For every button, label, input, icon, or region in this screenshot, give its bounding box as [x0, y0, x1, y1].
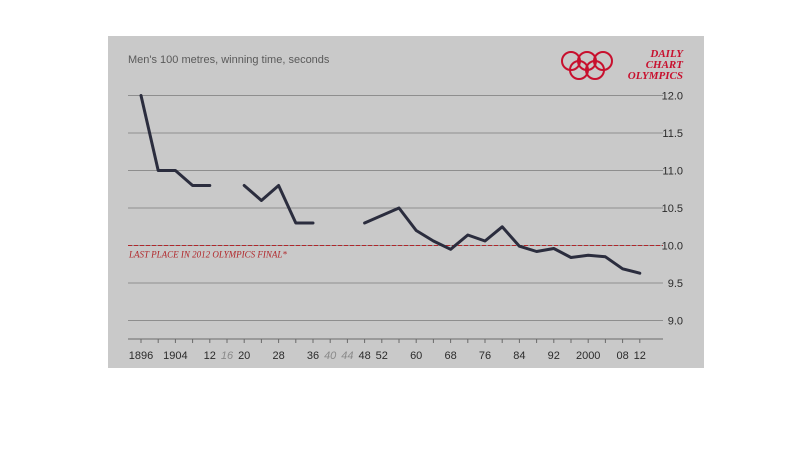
x-tick-label: 12 [634, 350, 646, 362]
x-tick-label: 20 [238, 350, 250, 362]
y-tick-label: 10.5 [662, 203, 683, 215]
chart-title: Men's 100 metres, winning time, seconds [128, 54, 330, 66]
x-tick-label: 40 [324, 350, 337, 362]
x-tick-label: 36 [307, 350, 319, 362]
olympic-rings-icon [561, 51, 613, 80]
brand-line-3: OLYMPICS [628, 70, 683, 82]
series-layer [139, 94, 642, 275]
brand-line-1: DAILY [649, 48, 684, 60]
x-tick-label: 48 [358, 350, 370, 362]
brand-line-2: CHART [646, 59, 685, 71]
x-tick-label: 68 [444, 350, 456, 362]
x-tick-label: 2000 [576, 350, 600, 362]
chart-panel: 12.0 11.5 11.0 10.5 10.0 9.5 9.0 LAST PLACE IN… [108, 36, 704, 368]
y-tick-label: 12.0 [662, 91, 683, 103]
x-tick-label: 28 [272, 350, 284, 362]
reference-line-label: LAST PLACE IN 2012 OLYMPICS FINAL* [128, 250, 287, 260]
x-tick-label: 16 [221, 350, 234, 362]
x-tick-label: 84 [513, 350, 525, 362]
chart-svg: 12.0 11.5 11.0 10.5 10.0 9.5 9.0 LAST PLACE IN… [128, 48, 685, 362]
y-tick-label: 11.0 [662, 166, 683, 178]
x-tick-label: 12 [204, 350, 216, 362]
x-tick-label: 60 [410, 350, 422, 362]
reference-layer: LAST PLACE IN 2012 OLYMPICS FINAL* [128, 245, 663, 260]
x-axis: 1896 1904 12 16 20 28 36 40 44 48 52 60 68 76 84 92 2000… [128, 338, 663, 362]
x-tick-label: 92 [548, 350, 560, 362]
series-line-segment [363, 206, 642, 275]
x-tick-label: 44 [341, 350, 353, 362]
y-tick-label: 11.5 [662, 128, 683, 140]
x-tick-label: 1896 [129, 350, 153, 362]
x-tick-label: 08 [616, 350, 628, 362]
x-tick-label: 1904 [163, 350, 187, 362]
x-tick-label: 76 [479, 350, 491, 362]
series-line-segment [242, 184, 315, 225]
y-tick-label: 10.0 [662, 241, 683, 253]
series-line-segment [139, 94, 212, 187]
x-tick-label: 52 [376, 350, 388, 362]
grid-layer: 12.0 11.5 11.0 10.5 10.0 9.5 9.0 [128, 91, 683, 328]
daily-chart-olympics-logo: DAILY CHART OLYMPICS [561, 48, 685, 82]
y-tick-label: 9.0 [668, 316, 683, 328]
y-tick-label: 9.5 [668, 278, 683, 290]
